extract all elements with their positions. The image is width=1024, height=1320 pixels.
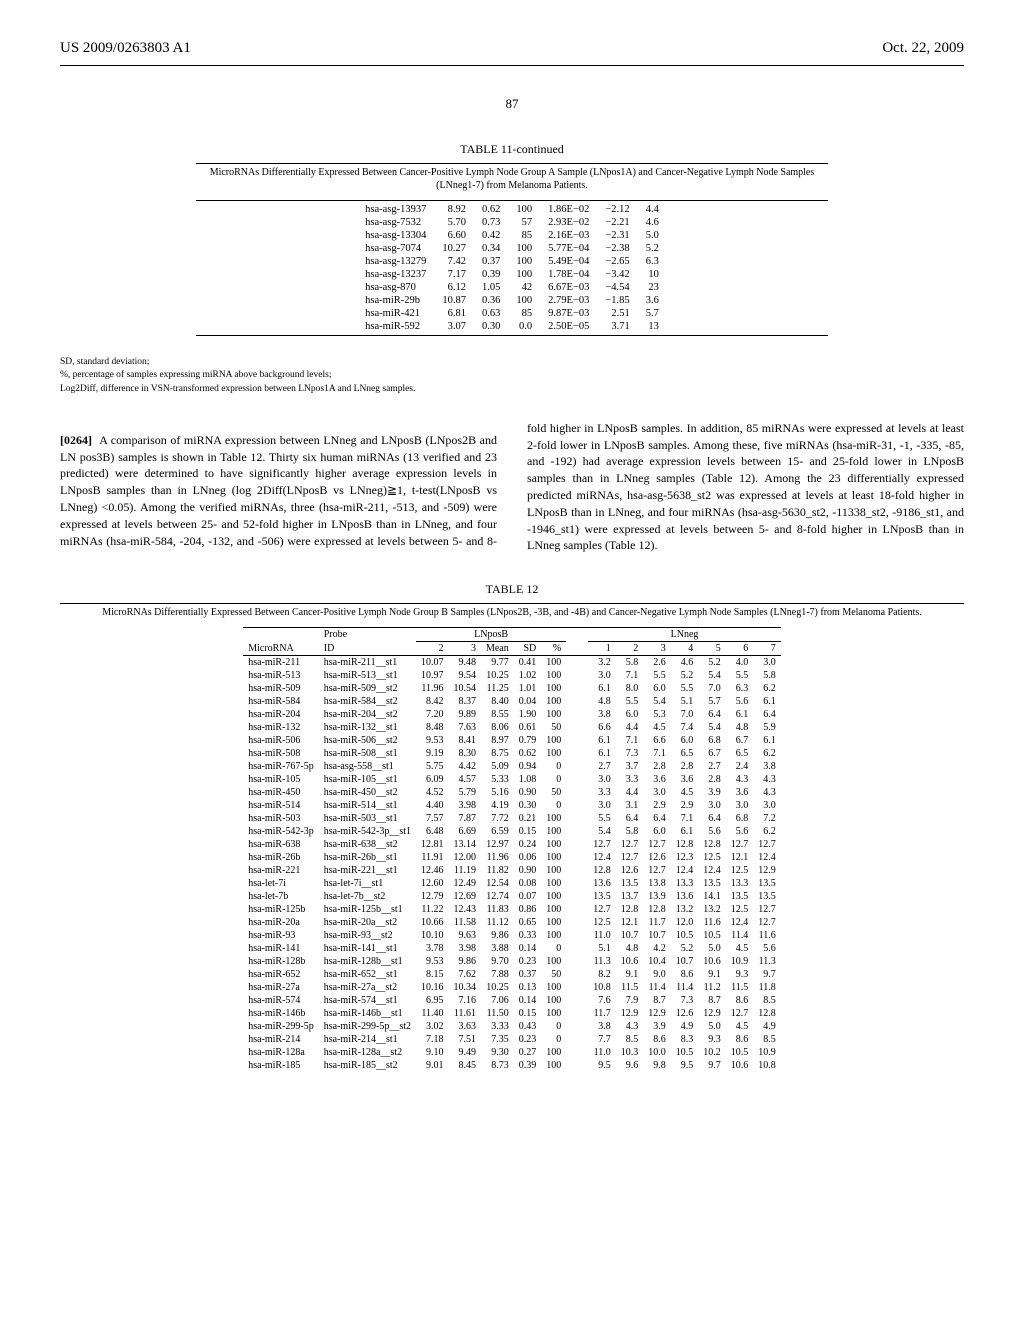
table-row: hsa-miR-125bhsa-miR-125b__st111.2212.431…	[243, 903, 781, 916]
table-row: hsa-asg-75325.700.73572.93E−02−2.214.6	[357, 216, 667, 229]
publication-id: US 2009/0263803 A1	[60, 40, 191, 57]
table-row: hsa-miR-141hsa-miR-141__st13.783.983.880…	[243, 942, 781, 955]
header-rule	[60, 65, 964, 66]
publication-date: Oct. 22, 2009	[882, 40, 964, 57]
table-row: hsa-miR-27ahsa-miR-27a__st210.1610.3410.…	[243, 981, 781, 994]
table-row: hsa-miR-299-5phsa-miR-299-5p__st23.023.6…	[243, 1020, 781, 1033]
table-row: hsa-miR-4216.810.63859.87E−032.515.7	[357, 307, 667, 320]
table-12-title: TABLE 12	[60, 582, 964, 597]
table-row: hsa-miR-211hsa-miR-211__st110.079.489.77…	[243, 655, 781, 669]
table-12-caption: MicroRNAs Differentially Expressed Betwe…	[60, 606, 964, 619]
table-row: hsa-miR-20ahsa-miR-20a__st210.6611.5811.…	[243, 916, 781, 929]
table-row: hsa-miR-508hsa-miR-508__st19.198.308.750…	[243, 747, 781, 760]
table-row: hsa-miR-146bhsa-miR-146b__st111.4011.611…	[243, 1007, 781, 1020]
paragraph-number: [0264]	[60, 433, 92, 447]
table-row: hsa-miR-574hsa-miR-574__st16.957.167.060…	[243, 994, 781, 1007]
table-row: hsa-miR-513hsa-miR-513__st110.979.5410.2…	[243, 669, 781, 682]
page-number: 87	[60, 96, 964, 112]
table-11-continued: TABLE 11-continued MicroRNAs Differentia…	[196, 142, 829, 336]
table-11-caption: MicroRNAs Differentially Expressed Betwe…	[196, 166, 829, 192]
table-row: hsa-miR-214hsa-miR-214__st17.187.517.350…	[243, 1033, 781, 1046]
table-row: hsa-miR-132hsa-miR-132__st18.487.638.060…	[243, 721, 781, 734]
table-row: hsa-asg-707410.270.341005.77E−04−2.385.2	[357, 242, 667, 255]
table-row: hsa-miR-204hsa-miR-204__st27.209.898.551…	[243, 708, 781, 721]
table-row: hsa-asg-8706.121.05426.67E−03−4.5423	[357, 281, 667, 294]
table-row: hsa-miR-450hsa-miR-450__st24.525.795.160…	[243, 786, 781, 799]
table-12: TABLE 12 MicroRNAs Differentially Expres…	[60, 582, 964, 1072]
body-right: 85 miRNAs were expressed at levels at le…	[527, 421, 964, 553]
table-row: hsa-miR-221hsa-miR-221__st112.4611.1911.…	[243, 864, 781, 877]
table-row: hsa-let-7bhsa-let-7b__st212.7912.6912.74…	[243, 890, 781, 903]
table-row: hsa-miR-542-3phsa-miR-542-3p__st16.486.6…	[243, 825, 781, 838]
table-row: hsa-let-7ihsa-let-7i__st112.6012.4912.54…	[243, 877, 781, 890]
table-11-footnotes: SD, standard deviation;%, percentage of …	[60, 356, 964, 396]
table-row: hsa-miR-128bhsa-miR-128b__st19.539.869.7…	[243, 955, 781, 968]
table-row: hsa-asg-132377.170.391001.78E−04−3.4210	[357, 268, 667, 281]
table-row: hsa-miR-105hsa-miR-105__st16.094.575.331…	[243, 773, 781, 786]
table-row: hsa-miR-514hsa-miR-514__st14.403.984.190…	[243, 799, 781, 812]
table-12-body: Probe LNposB LNneg MicroRNA ID 2 3 Mean …	[243, 627, 781, 1072]
table-row: hsa-miR-652hsa-miR-652__st18.157.627.880…	[243, 968, 781, 981]
table-row: hsa-miR-767-5phsa-asg-558__st15.754.425.…	[243, 760, 781, 773]
table-row: hsa-asg-132797.420.371005.49E−04−2.656.3	[357, 255, 667, 268]
table-row: hsa-miR-503hsa-miR-503__st17.577.877.720…	[243, 812, 781, 825]
table-row: hsa-miR-638hsa-miR-638__st212.8113.1412.…	[243, 838, 781, 851]
table-11-title: TABLE 11-continued	[196, 142, 829, 157]
table-row: hsa-miR-128ahsa-miR-128a__st29.109.499.3…	[243, 1046, 781, 1059]
body-text: [0264] A comparison of miRNA expression …	[60, 420, 964, 558]
table-row: hsa-miR-29b10.870.361002.79E−03−1.853.6	[357, 294, 667, 307]
table-row: hsa-miR-584hsa-miR-584__st28.428.378.400…	[243, 695, 781, 708]
table-row: hsa-miR-509hsa-miR-509__st211.9610.5411.…	[243, 682, 781, 695]
table-row: hsa-asg-133046.600.42852.16E−03−2.315.0	[357, 229, 667, 242]
table-row: hsa-miR-506hsa-miR-506__st29.538.418.970…	[243, 734, 781, 747]
table-row: hsa-miR-93hsa-miR-93__st210.109.639.860.…	[243, 929, 781, 942]
table-row: hsa-asg-139378.920.621001.86E−02−2.124.4	[357, 203, 667, 216]
table-row: hsa-miR-5923.070.300.02.50E−053.7113	[357, 320, 667, 333]
table-11-body: hsa-asg-139378.920.621001.86E−02−2.124.4…	[357, 203, 667, 333]
table-row: hsa-miR-185hsa-miR-185__st29.018.458.730…	[243, 1059, 781, 1072]
table-row: hsa-miR-26bhsa-miR-26b__st111.9112.0011.…	[243, 851, 781, 864]
